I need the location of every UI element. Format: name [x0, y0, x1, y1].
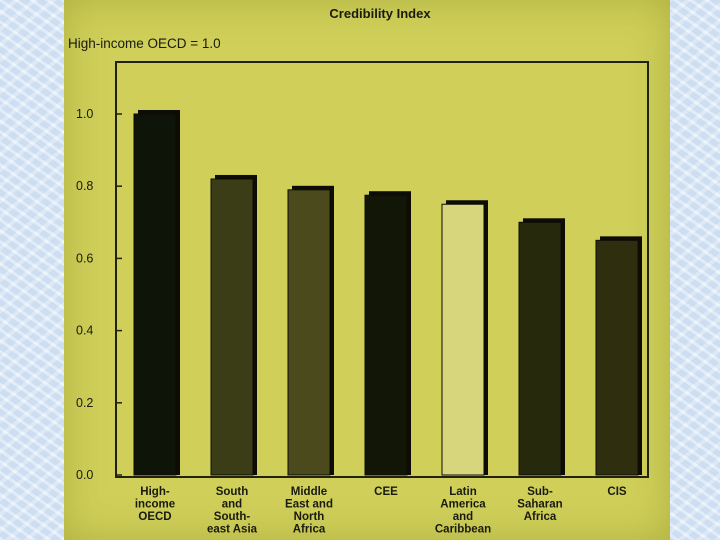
x-tick-label: High-income OECD: [135, 486, 175, 523]
y-tick-label: 0.6: [76, 251, 93, 265]
bar: [364, 194, 408, 476]
bar: [441, 203, 485, 476]
bar: [287, 189, 331, 476]
x-tick-label: Sub-Saharan Africa: [517, 486, 562, 523]
y-tick-label: 0.2: [76, 396, 93, 410]
plot-frame: [115, 61, 649, 478]
bar: [133, 113, 177, 476]
x-tick-label: Middle East and North Africa: [285, 486, 333, 536]
bar: [518, 221, 562, 476]
x-tick-label: South and South-east Asia: [207, 486, 258, 536]
y-tick-label: 0.8: [76, 179, 93, 193]
bar: [210, 178, 254, 476]
bar: [595, 239, 639, 476]
x-tick-label: Latin America and Caribbean: [435, 486, 491, 536]
chart-subtitle: High-income OECD = 1.0: [68, 36, 221, 51]
chart-slide: Credibility Index High-income OECD = 1.0…: [64, 0, 670, 540]
bar-chart: Credibility Index High-income OECD = 1.0…: [68, 6, 649, 536]
chart-title: Credibility Index: [329, 6, 431, 21]
y-tick-label: 0.0: [76, 468, 93, 482]
y-tick-label: 1.0: [76, 107, 93, 121]
y-tick-label: 0.4: [76, 324, 93, 338]
x-tick-label: CIS: [607, 486, 627, 498]
x-tick-label: CEE: [374, 486, 398, 498]
